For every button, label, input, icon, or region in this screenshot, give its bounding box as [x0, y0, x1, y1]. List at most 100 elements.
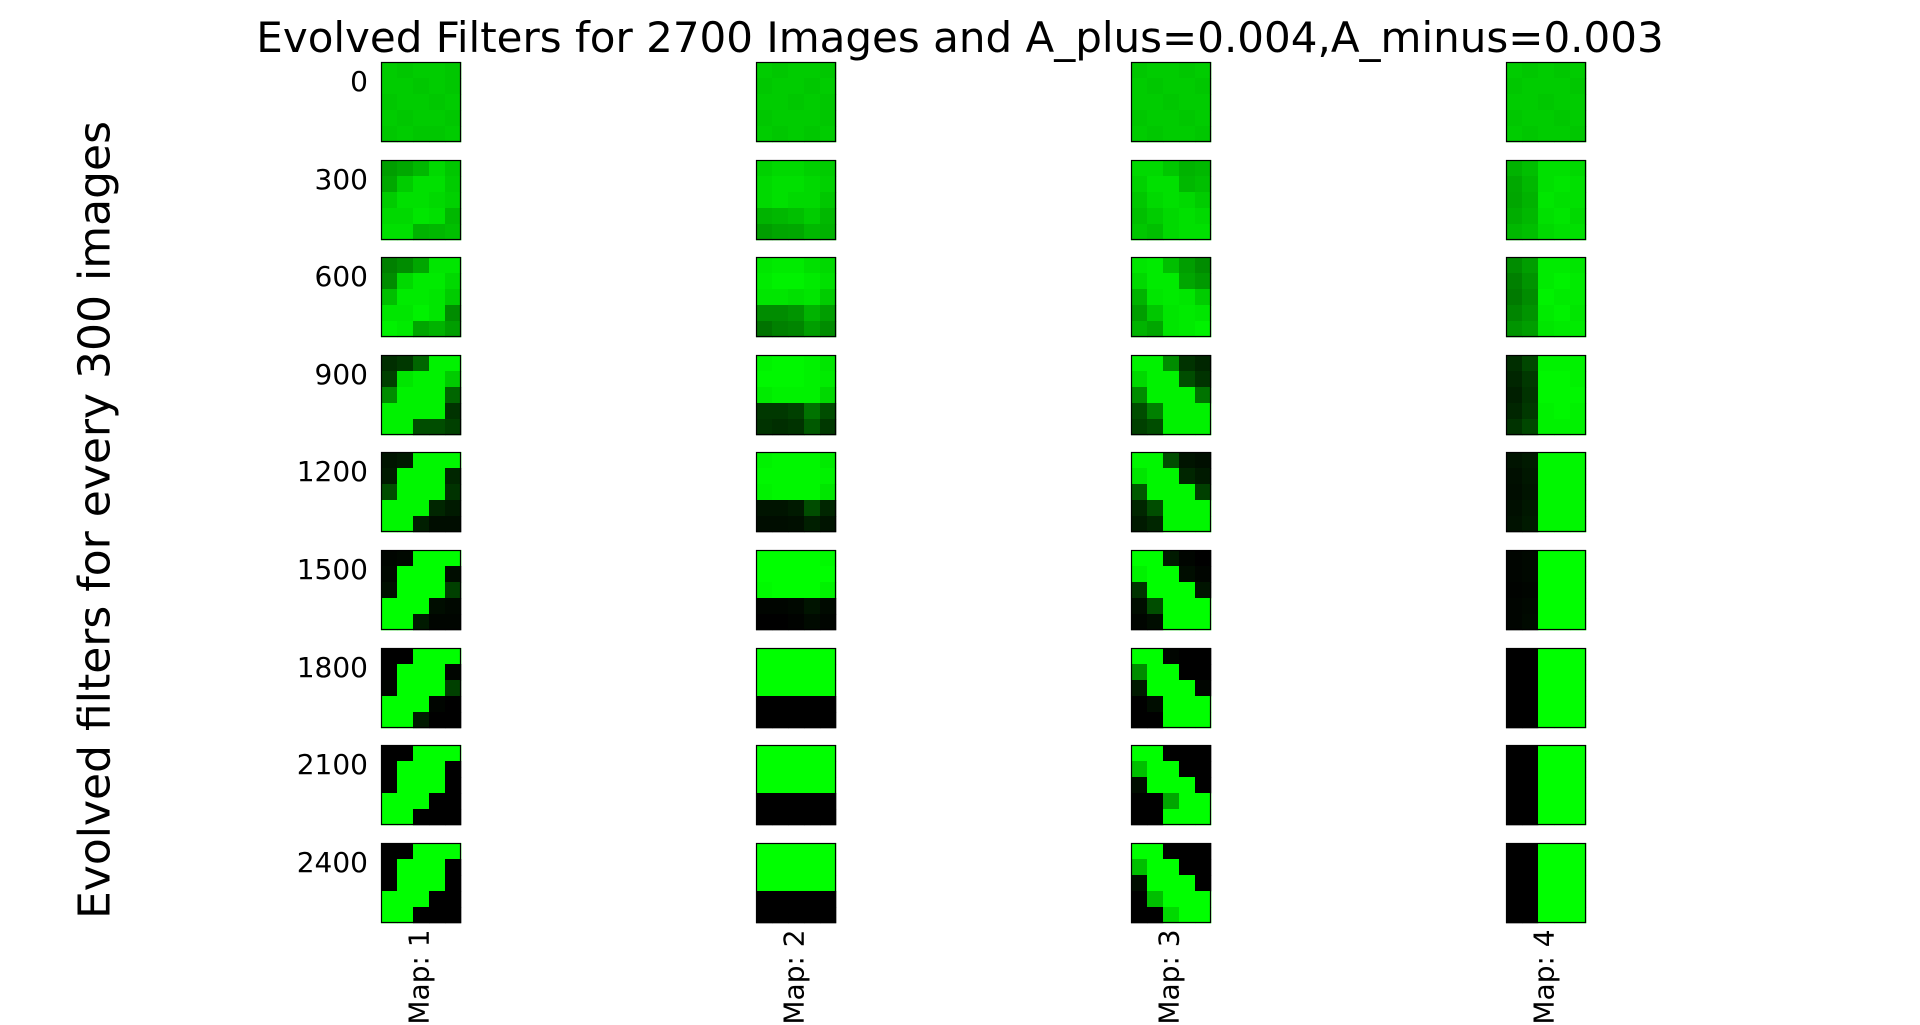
filter-pixel [1195, 257, 1212, 274]
filter-pixel [429, 550, 446, 567]
filter-pixel [1506, 273, 1523, 290]
filter-pixel [397, 647, 414, 664]
filter-image [755, 257, 837, 338]
row-label: 2100 [296, 748, 368, 782]
filter-pixel [772, 191, 789, 208]
filter-pixel [381, 354, 398, 372]
filter-pixel [1147, 679, 1164, 696]
filter-pixel [445, 500, 462, 517]
filter-pixel [1570, 370, 1587, 388]
filter-pixel [381, 711, 398, 728]
filter-image [380, 549, 462, 631]
filter-pixel [1163, 452, 1180, 469]
row-label: 0 [350, 65, 368, 98]
filter-pixel [804, 516, 821, 533]
filter-pixel [804, 906, 821, 924]
filter-pixel [1522, 842, 1539, 860]
filter-pixel [820, 191, 837, 208]
filter-pixel [1506, 62, 1523, 79]
filter-pixel [788, 78, 805, 95]
filter-pixel [788, 842, 805, 860]
filter-pixel [788, 62, 805, 79]
filter-pixel [788, 550, 805, 567]
filter-pixel [788, 777, 805, 794]
filter-pixel [429, 452, 446, 469]
filter-border [755, 452, 837, 533]
filter-pixel [1522, 273, 1539, 290]
filter-pixel [1506, 890, 1523, 908]
filter-pixel [1131, 175, 1148, 192]
filter-pixel [1522, 906, 1539, 924]
filter-pixel [1522, 452, 1539, 469]
filter-pixel [820, 370, 837, 388]
filter-pixel [397, 484, 414, 501]
filter-pixel [756, 354, 773, 372]
filter-pixel [1131, 484, 1148, 501]
filter-pixel [1195, 386, 1212, 404]
filter-pixel [1195, 793, 1212, 810]
filter-pixel [788, 906, 805, 924]
filter-pixel [445, 566, 462, 583]
filter-pixel [445, 175, 462, 192]
filter-pixel [445, 745, 462, 762]
filter-pixel [1522, 484, 1539, 501]
filter-pixel [413, 159, 430, 176]
filter-pixel [820, 484, 837, 501]
filter-pixel [1163, 484, 1180, 501]
filter-pixel [1554, 679, 1571, 696]
filter-pixel [445, 647, 462, 664]
filter-pixel [397, 191, 414, 208]
filter-pixel [1195, 582, 1212, 599]
filter-pixel [445, 452, 462, 469]
filter-pixel [1131, 126, 1148, 143]
filter-pixel [381, 386, 398, 404]
filter-pixel [756, 745, 773, 762]
filter-pixel [1570, 745, 1587, 762]
filter-pixel [1131, 745, 1148, 762]
filter-pixel [429, 695, 446, 712]
filter-pixel [1570, 582, 1587, 599]
filter-pixel [1538, 582, 1555, 599]
filter-pixel [1538, 110, 1555, 127]
filter-pixel [445, 679, 462, 696]
filter-pixel [1538, 289, 1555, 306]
filter-pixel [445, 484, 462, 501]
filter-pixel [445, 354, 462, 372]
filter-pixel [1147, 745, 1164, 762]
filter-pixel [1163, 289, 1180, 306]
filter-pixel [1506, 321, 1523, 338]
filter-pixel [772, 663, 789, 680]
filter-pixel [429, 890, 446, 908]
filter-pixel [1195, 223, 1212, 240]
filter-pixel [1163, 78, 1180, 95]
filter-pixel [1179, 257, 1196, 274]
filter-pixel [413, 858, 430, 876]
filter-pixel [1131, 614, 1148, 631]
filter-pixel [429, 110, 446, 127]
filter-pixel [804, 273, 821, 290]
filter-pixel [1195, 418, 1212, 436]
column-label: Map: 4 [1527, 929, 1561, 1025]
filter-pixel [397, 62, 414, 79]
filter-pixel [1195, 305, 1212, 322]
filter-pixel [397, 745, 414, 762]
filter-pixel [1506, 745, 1523, 762]
filter-pixel [788, 484, 805, 501]
filter-pixel [756, 402, 773, 420]
filter-pixel [397, 777, 414, 794]
filter-pixel [1147, 890, 1164, 908]
filter-pixel [772, 484, 789, 501]
filter-pixel [1179, 874, 1196, 892]
filter-pixel [445, 402, 462, 420]
filter-border [1505, 842, 1587, 923]
filter-pixel [820, 94, 837, 111]
filter-pixel [1506, 842, 1523, 860]
filter-pixel [756, 695, 773, 712]
filter-pixel [1522, 354, 1539, 372]
filter-pixel [413, 386, 430, 404]
filter-pixel [820, 566, 837, 583]
filter-pixel [1195, 647, 1212, 664]
filter-pixel [820, 582, 837, 599]
filter-pixel [1522, 745, 1539, 762]
filter-pixel [772, 110, 789, 127]
